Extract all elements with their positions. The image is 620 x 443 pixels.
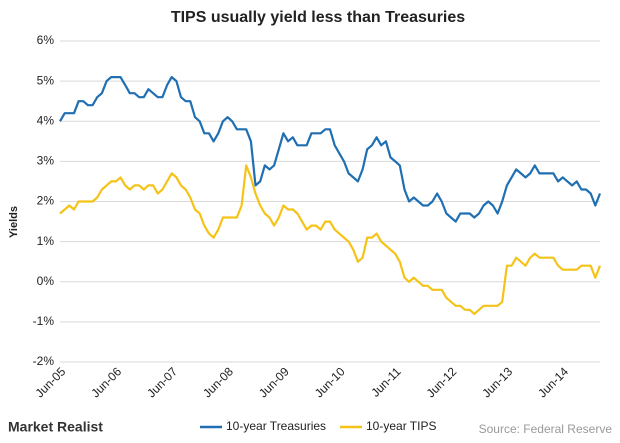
y-tick-label: 1% xyxy=(37,234,55,248)
y-tick-label: 2% xyxy=(37,194,55,208)
source: Source: Federal Reserve xyxy=(479,422,613,436)
y-tick-label: 6% xyxy=(37,33,55,47)
legend-label: 10-year Treasuries xyxy=(226,419,326,433)
y-tick-label: 3% xyxy=(37,154,55,168)
chart-title: TIPS usually yield less than Treasuries xyxy=(171,9,465,26)
y-axis-label: Yields xyxy=(8,206,20,238)
x-tick-label: Jun-07 xyxy=(144,364,180,400)
brand: Market Realist xyxy=(8,419,103,435)
y-tick-label: 5% xyxy=(37,73,55,87)
y-tick-label: 4% xyxy=(37,113,55,127)
x-tick-label: Jun-13 xyxy=(479,364,515,400)
x-tick-label: Jun-09 xyxy=(256,364,292,400)
legend-label: 10-year TIPS xyxy=(366,419,436,433)
x-tick-label: Jun-11 xyxy=(368,364,403,399)
x-tick-label: Jun-05 xyxy=(33,364,69,400)
series-line xyxy=(59,76,602,223)
y-tick-label: -1% xyxy=(33,314,55,328)
x-tick-label: Jun-10 xyxy=(312,364,348,400)
y-tick-label: -2% xyxy=(33,354,55,368)
x-tick-label: Jun-12 xyxy=(424,364,460,400)
x-tick-label: Jun-06 xyxy=(88,364,124,400)
x-tick-label: Jun-08 xyxy=(200,364,236,400)
y-tick-label: 0% xyxy=(37,274,55,288)
x-tick-label: Jun-14 xyxy=(535,364,571,400)
series-line xyxy=(59,164,602,315)
